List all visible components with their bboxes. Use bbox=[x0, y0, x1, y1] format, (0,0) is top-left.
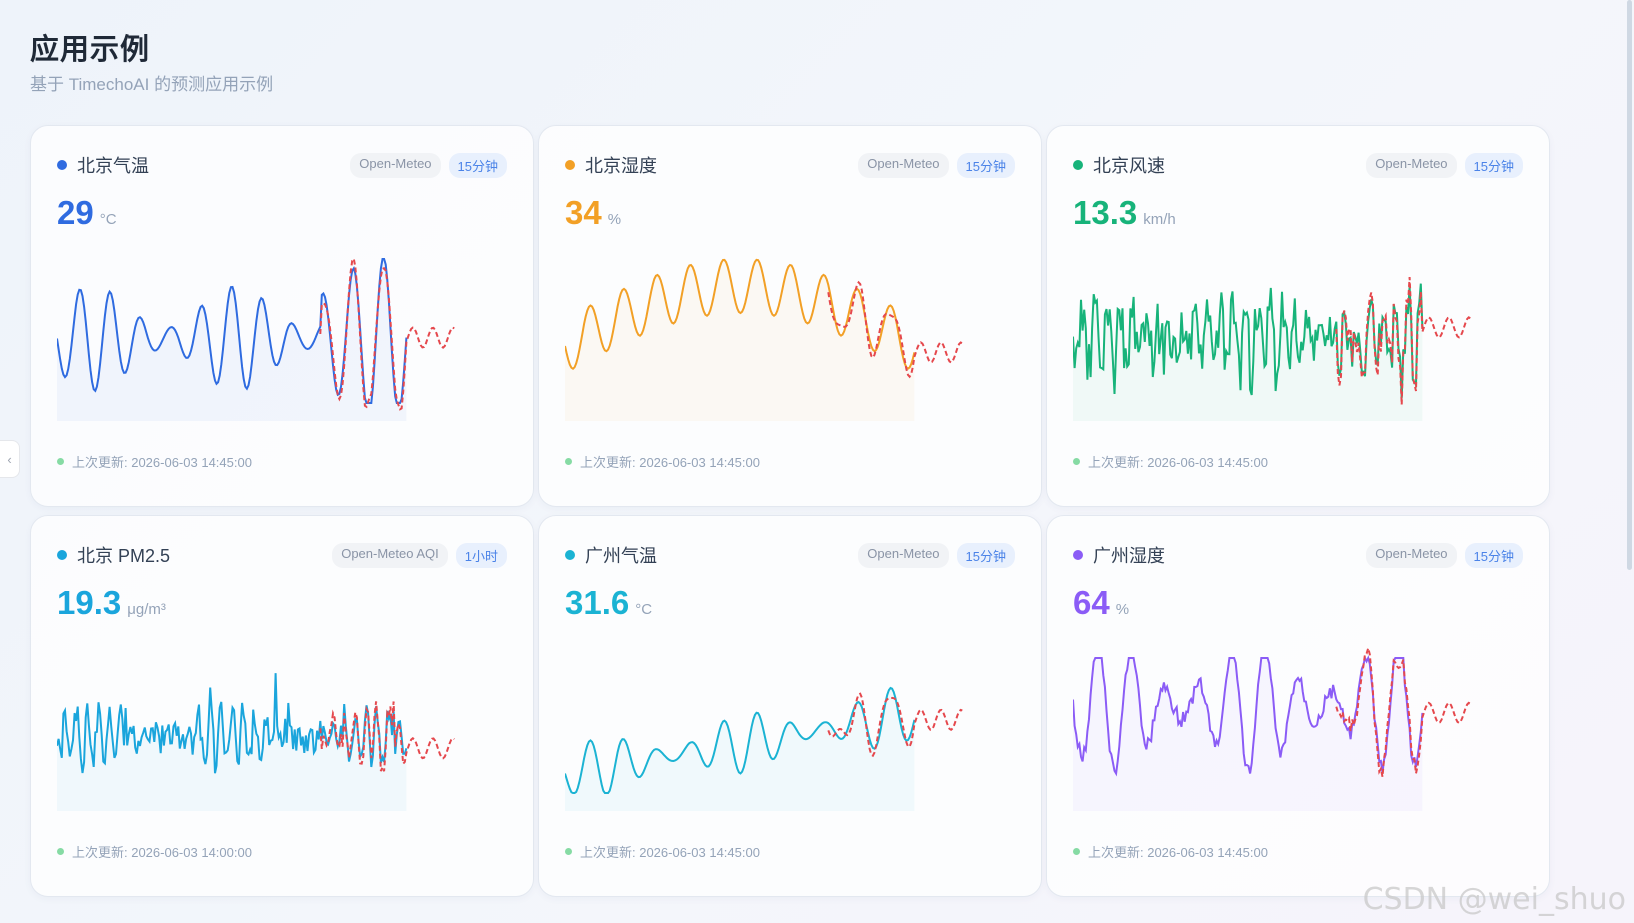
source-tag: Open-Meteo AQI bbox=[332, 542, 448, 568]
series-color-dot bbox=[565, 160, 575, 170]
status-dot bbox=[565, 848, 572, 855]
page-subtitle: 基于 TimechoAI 的预测应用示例 bbox=[30, 75, 274, 94]
source-tag: Open-Meteo bbox=[1366, 152, 1457, 178]
forecast-series-line bbox=[1335, 277, 1471, 405]
status-dot bbox=[1073, 848, 1080, 855]
value-unit: μg/m³ bbox=[127, 601, 166, 618]
sparkline-chart bbox=[565, 686, 963, 811]
sparkline-chart bbox=[57, 256, 455, 421]
forecast-series-line bbox=[827, 692, 963, 758]
value-unit: °C bbox=[635, 601, 653, 618]
watermark: CSDN @wei_shuo bbox=[1362, 882, 1626, 917]
current-value: 34 bbox=[565, 194, 602, 231]
current-value: 31.6 bbox=[565, 584, 630, 621]
last-updated: 上次更新: 2026-06-03 14:45:00 bbox=[580, 455, 760, 470]
forecast-series-line bbox=[319, 256, 455, 411]
card-title: 北京气温 bbox=[77, 156, 149, 176]
value-unit: °C bbox=[99, 211, 117, 228]
value-unit: % bbox=[1115, 601, 1130, 618]
sidebar-collapse-button[interactable]: ‹ bbox=[0, 440, 20, 478]
current-value: 64 bbox=[1073, 584, 1110, 621]
status-dot bbox=[57, 848, 64, 855]
card-title: 广州湿度 bbox=[1093, 546, 1165, 566]
status-dot bbox=[57, 458, 64, 465]
status-dot bbox=[1073, 458, 1080, 465]
card-title: 北京湿度 bbox=[585, 156, 657, 176]
forecast-series-line bbox=[1335, 644, 1471, 777]
actual-series-line bbox=[1073, 655, 1424, 777]
example-card[interactable]: 广州湿度 Open-Meteo 15分钟 64 % 上次更新: 2026-06-… bbox=[1046, 515, 1550, 897]
sparkline-chart bbox=[565, 258, 963, 421]
example-card[interactable]: 北京 PM2.5 Open-Meteo AQI 1小时 19.3 μg/m³ 上… bbox=[30, 515, 534, 897]
example-card[interactable]: 北京风速 Open-Meteo 15分钟 13.3 km/h 上次更新: 202… bbox=[1046, 125, 1550, 507]
card-title: 北京 PM2.5 bbox=[77, 546, 171, 566]
frequency-tag: 15分钟 bbox=[448, 152, 507, 178]
example-card[interactable]: 北京气温 Open-Meteo 15分钟 29 °C 上次更新: 2026-06… bbox=[30, 125, 534, 507]
frequency-tag: 15分钟 bbox=[956, 542, 1015, 568]
last-updated: 上次更新: 2026-06-03 14:45:00 bbox=[1088, 455, 1268, 470]
last-updated: 上次更新: 2026-06-03 14:45:00 bbox=[1088, 845, 1268, 860]
current-value: 19.3 bbox=[57, 584, 122, 621]
value-unit: % bbox=[607, 211, 622, 228]
frequency-tag: 15分钟 bbox=[1464, 152, 1523, 178]
sparkline-area bbox=[565, 688, 915, 811]
sparkline-chart bbox=[1073, 644, 1471, 811]
last-updated: 上次更新: 2026-06-03 14:45:00 bbox=[72, 455, 252, 470]
sparkline-chart bbox=[1073, 277, 1471, 421]
example-card[interactable]: 广州气温 Open-Meteo 15分钟 31.6 °C 上次更新: 2026-… bbox=[538, 515, 1042, 897]
sparkline-chart bbox=[57, 673, 455, 811]
source-tag: Open-Meteo bbox=[858, 152, 949, 178]
frequency-tag: 1小时 bbox=[455, 542, 507, 568]
forecast-series-line bbox=[319, 701, 455, 772]
status-dot bbox=[565, 458, 572, 465]
scrollbar-thumb[interactable] bbox=[1627, 0, 1632, 570]
series-color-dot bbox=[57, 160, 67, 170]
example-card[interactable]: 北京湿度 Open-Meteo 15分钟 34 % 上次更新: 2026-06-… bbox=[538, 125, 1042, 507]
actual-series-line bbox=[565, 686, 916, 794]
frequency-tag: 15分钟 bbox=[1464, 542, 1523, 568]
scrollbar[interactable] bbox=[1626, 0, 1634, 923]
source-tag: Open-Meteo bbox=[350, 152, 441, 178]
series-color-dot bbox=[1073, 160, 1083, 170]
sparkline-area bbox=[57, 673, 407, 811]
last-updated: 上次更新: 2026-06-03 14:45:00 bbox=[580, 845, 760, 860]
source-tag: Open-Meteo bbox=[1366, 542, 1457, 568]
card-title: 广州气温 bbox=[585, 546, 657, 566]
series-color-dot bbox=[57, 550, 67, 560]
current-value: 29 bbox=[57, 194, 94, 231]
series-color-dot bbox=[565, 550, 575, 560]
sparkline-area bbox=[1073, 283, 1423, 421]
value-unit: km/h bbox=[1143, 211, 1176, 228]
sparkline-area bbox=[565, 259, 915, 421]
card-title: 北京风速 bbox=[1093, 156, 1165, 176]
sparkline-area bbox=[57, 259, 407, 421]
last-updated: 上次更新: 2026-06-03 14:00:00 bbox=[72, 845, 252, 860]
series-color-dot bbox=[1073, 550, 1083, 560]
frequency-tag: 15分钟 bbox=[956, 152, 1015, 178]
page-title: 应用示例 bbox=[30, 34, 151, 66]
source-tag: Open-Meteo bbox=[858, 542, 949, 568]
actual-series-line bbox=[1073, 283, 1424, 399]
actual-series-line bbox=[57, 258, 408, 404]
current-value: 13.3 bbox=[1073, 194, 1138, 231]
chevron-left-icon: ‹ bbox=[7, 451, 12, 467]
